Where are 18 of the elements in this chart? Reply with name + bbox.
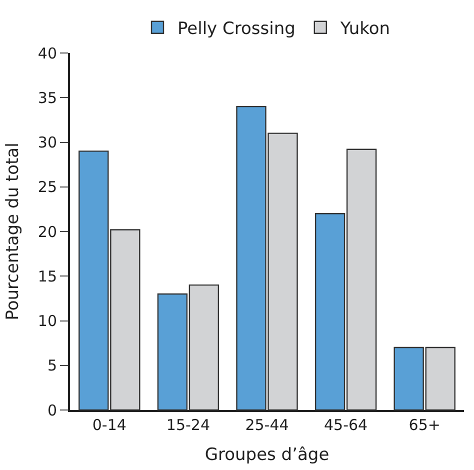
y-axis-title: Pourcentage du total — [2, 142, 23, 320]
x-tick-label: 0-14 — [92, 416, 126, 434]
y-tick-label: 35 — [38, 88, 57, 107]
y-tick-label: 25 — [38, 178, 57, 196]
y-tick-label: 40 — [38, 44, 57, 62]
y-tick-label: 20 — [38, 222, 57, 241]
legend-label: Pelly Crossing — [178, 19, 296, 40]
y-tick-label: 5 — [47, 356, 57, 375]
y-tick-label: 30 — [38, 134, 57, 152]
y-tick-label: 15 — [38, 267, 57, 286]
x-tick-label: 25-44 — [245, 416, 289, 434]
x-tick-label: 65+ — [408, 416, 440, 434]
x-tick-label: 45-64 — [324, 416, 368, 434]
x-tick-label: 15-24 — [166, 416, 210, 434]
y-tick-label: 0 — [47, 401, 57, 420]
x-axis-title: Groupes d’âge — [204, 444, 330, 465]
legend-label: Yukon — [339, 19, 390, 40]
y-tick-label: 10 — [38, 312, 57, 330]
